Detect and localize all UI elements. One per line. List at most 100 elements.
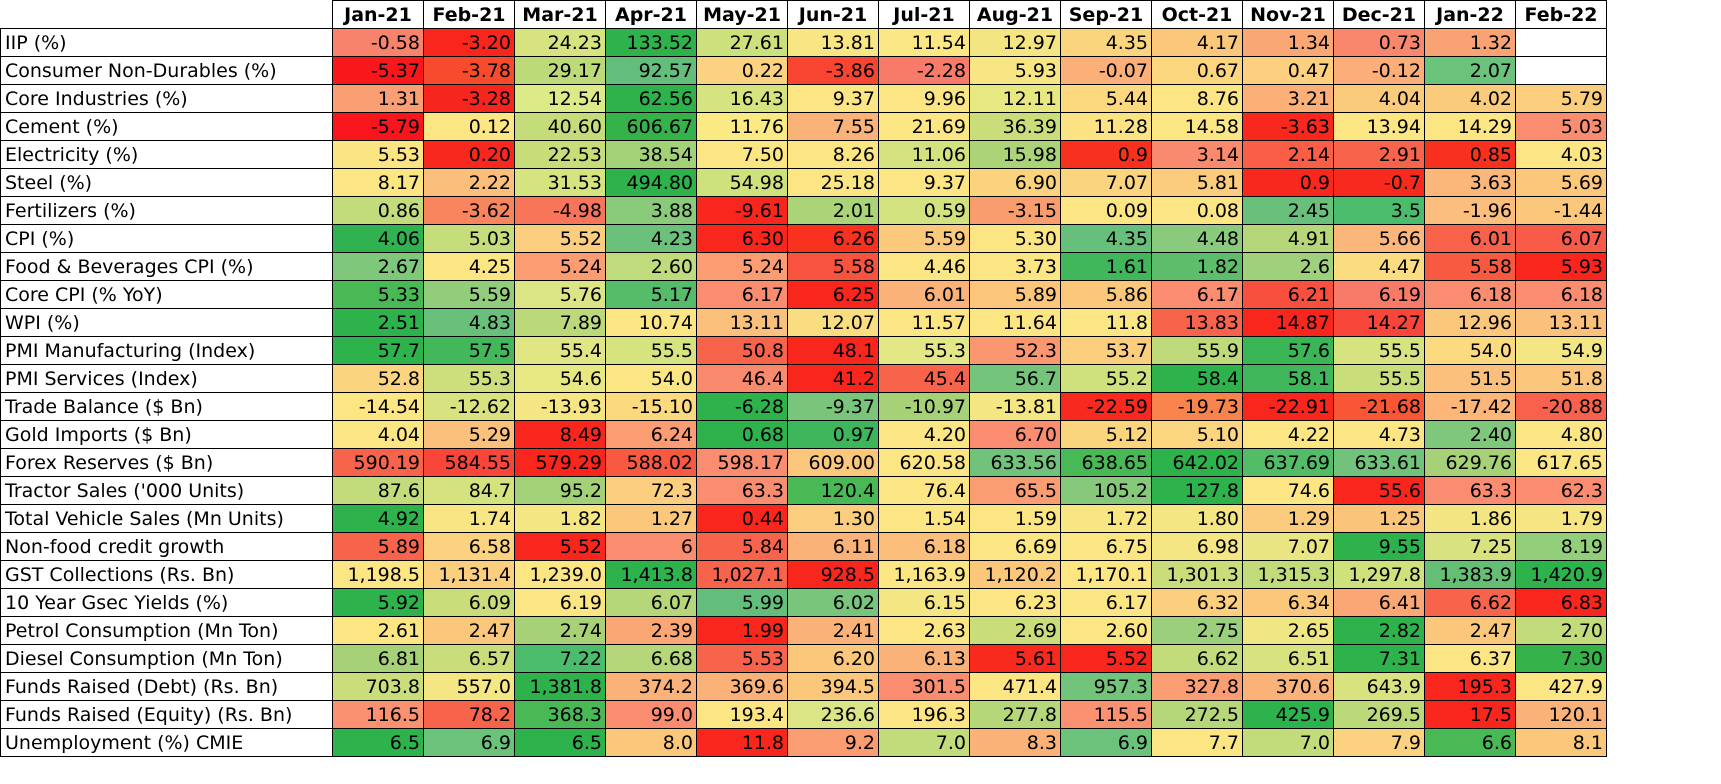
heatmap-cell: 6.83 <box>1515 588 1607 617</box>
heatmap-cell: 6.18 <box>878 532 970 561</box>
heatmap-cell: 4.23 <box>605 224 697 253</box>
heatmap-cell: 1.79 <box>1515 504 1607 533</box>
table-row: Core Industries (%) 1.31 -3.28 12.54 62.56 16… <box>0 84 1607 113</box>
row-label: Petrol Consumption (Mn Ton) <box>0 616 333 645</box>
heatmap-cell: 301.5 <box>878 672 970 701</box>
heatmap-cell: 1,297.8 <box>1333 560 1425 589</box>
heatmap-cell: 629.76 <box>1424 448 1516 477</box>
heatmap-cell: 7.0 <box>1242 728 1334 757</box>
row-label: PMI Manufacturing (Index) <box>0 336 333 365</box>
heatmap-cell: 133.52 <box>605 28 697 57</box>
heatmap-cell: 2.70 <box>1515 616 1607 645</box>
heatmap-cell: 12.96 <box>1424 308 1516 337</box>
heatmap-cell: 427.9 <box>1515 672 1607 701</box>
heatmap-cell: 1,413.8 <box>605 560 697 589</box>
heatmap-cell: 4.17 <box>1151 28 1243 57</box>
heatmap-cell: 1.34 <box>1242 28 1334 57</box>
table-row: Diesel Consumption (Mn Ton) 6.81 6.57 7.22 6… <box>0 644 1607 673</box>
heatmap-cell: 0.67 <box>1151 56 1243 85</box>
heatmap-cell: 13.83 <box>1151 308 1243 337</box>
heatmap-cell: 7.55 <box>787 112 879 141</box>
heatmap-cell: 425.9 <box>1242 700 1334 729</box>
heatmap-cell: 4.02 <box>1424 84 1516 113</box>
heatmap-cell: 0.86 <box>332 196 424 225</box>
heatmap-cell: 7.9 <box>1333 728 1425 757</box>
heatmap-cell: 5.84 <box>696 532 788 561</box>
column-header: Aug-21 <box>969 0 1061 29</box>
heatmap-cell: 115.5 <box>1060 700 1152 729</box>
heatmap-cell: 5.59 <box>878 224 970 253</box>
header-row: Jan-21 Feb-21 Mar-21 Apr-21 May-21 Jun-21 Jul-… <box>0 0 1607 29</box>
heatmap-cell: 3.73 <box>969 252 1061 281</box>
heatmap-cell: 55.3 <box>878 336 970 365</box>
row-label: Total Vehicle Sales (Mn Units) <box>0 504 333 533</box>
heatmap-cell: 1,120.2 <box>969 560 1061 589</box>
heatmap-cell: 1,239.0 <box>514 560 606 589</box>
heatmap-cell: 4.80 <box>1515 420 1607 449</box>
heatmap-cell: 2.41 <box>787 616 879 645</box>
heatmap-cell: 6.75 <box>1060 532 1152 561</box>
heatmap-cell: -14.54 <box>332 392 424 421</box>
heatmap-cell: 7.7 <box>1151 728 1243 757</box>
heatmap-cell: 22.53 <box>514 140 606 169</box>
heatmap-cell: 11.57 <box>878 308 970 337</box>
heatmap-cell: 11.8 <box>1060 308 1152 337</box>
heatmap-cell: 2.45 <box>1242 196 1334 225</box>
heatmap-cell: 15.98 <box>969 140 1061 169</box>
heatmap-cell: -22.59 <box>1060 392 1152 421</box>
heatmap-cell: 5.66 <box>1333 224 1425 253</box>
heatmap-cell: 1.86 <box>1424 504 1516 533</box>
row-label: Trade Balance ($ Bn) <box>0 392 333 421</box>
heatmap-cell: 1.99 <box>696 616 788 645</box>
heatmap-cell: 2.65 <box>1242 616 1334 645</box>
column-header: May-21 <box>696 0 788 29</box>
heatmap-cell: 0.47 <box>1242 56 1334 85</box>
heatmap-cell: 1.59 <box>969 504 1061 533</box>
heatmap-cell: 8.76 <box>1151 84 1243 113</box>
heatmap-cell: 637.69 <box>1242 448 1334 477</box>
heatmap-cell: 11.54 <box>878 28 970 57</box>
heatmap-cell: 25.18 <box>787 168 879 197</box>
heatmap-cell: 2.82 <box>1333 616 1425 645</box>
heatmap-cell: 46.4 <box>696 364 788 393</box>
heatmap-cell: 4.48 <box>1151 224 1243 253</box>
heatmap-cell: 638.65 <box>1060 448 1152 477</box>
heatmap-cell: 272.5 <box>1151 700 1243 729</box>
heatmap-cell: 3.5 <box>1333 196 1425 225</box>
heatmap-cell: 1.82 <box>514 504 606 533</box>
heatmap-cell: -12.62 <box>423 392 515 421</box>
heatmap-cell: 370.6 <box>1242 672 1334 701</box>
heatmap-cell: 14.87 <box>1242 308 1334 337</box>
heatmap-cell: 0.59 <box>878 196 970 225</box>
heatmap-cell: 928.5 <box>787 560 879 589</box>
heatmap-cell: 1,131.4 <box>423 560 515 589</box>
heatmap-cell: 52.8 <box>332 364 424 393</box>
heatmap-cell: 0.12 <box>423 112 515 141</box>
heatmap-cell: 45.4 <box>878 364 970 393</box>
heatmap-cell: 6.19 <box>1333 280 1425 309</box>
heatmap-cell: 2.91 <box>1333 140 1425 169</box>
corner-cell <box>0 0 333 29</box>
table-row: Core CPI (% YoY) 5.33 5.59 5.76 5.17 6.17 6.25… <box>0 280 1607 309</box>
heatmap-cell: 2.74 <box>514 616 606 645</box>
heatmap-cell: 11.06 <box>878 140 970 169</box>
heatmap-cell: 6.01 <box>1424 224 1516 253</box>
heatmap-cell: 50.8 <box>696 336 788 365</box>
heatmap-cell: 5.03 <box>423 224 515 253</box>
heatmap-cell: 6.07 <box>1515 224 1607 253</box>
macro-indicators-heatmap: Jan-21 Feb-21 Mar-21 Apr-21 May-21 Jun-21 Jul-… <box>0 0 1607 757</box>
row-label: CPI (%) <box>0 224 333 253</box>
heatmap-cell: -13.81 <box>969 392 1061 421</box>
heatmap-cell: 3.63 <box>1424 168 1516 197</box>
heatmap-cell: 14.27 <box>1333 308 1425 337</box>
heatmap-cell: 633.61 <box>1333 448 1425 477</box>
heatmap-cell: 6.25 <box>787 280 879 309</box>
heatmap-cell: 65.5 <box>969 476 1061 505</box>
table-row: IIP (%) -0.58 -3.20 24.23 133.52 27.61 13.81 11… <box>0 28 1607 57</box>
heatmap-cell: 5.52 <box>514 532 606 561</box>
heatmap-cell: 13.11 <box>1515 308 1607 337</box>
heatmap-cell: 4.91 <box>1242 224 1334 253</box>
heatmap-cell: 394.5 <box>787 672 879 701</box>
heatmap-cell: 57.7 <box>332 336 424 365</box>
heatmap-cell: 6.62 <box>1151 644 1243 673</box>
